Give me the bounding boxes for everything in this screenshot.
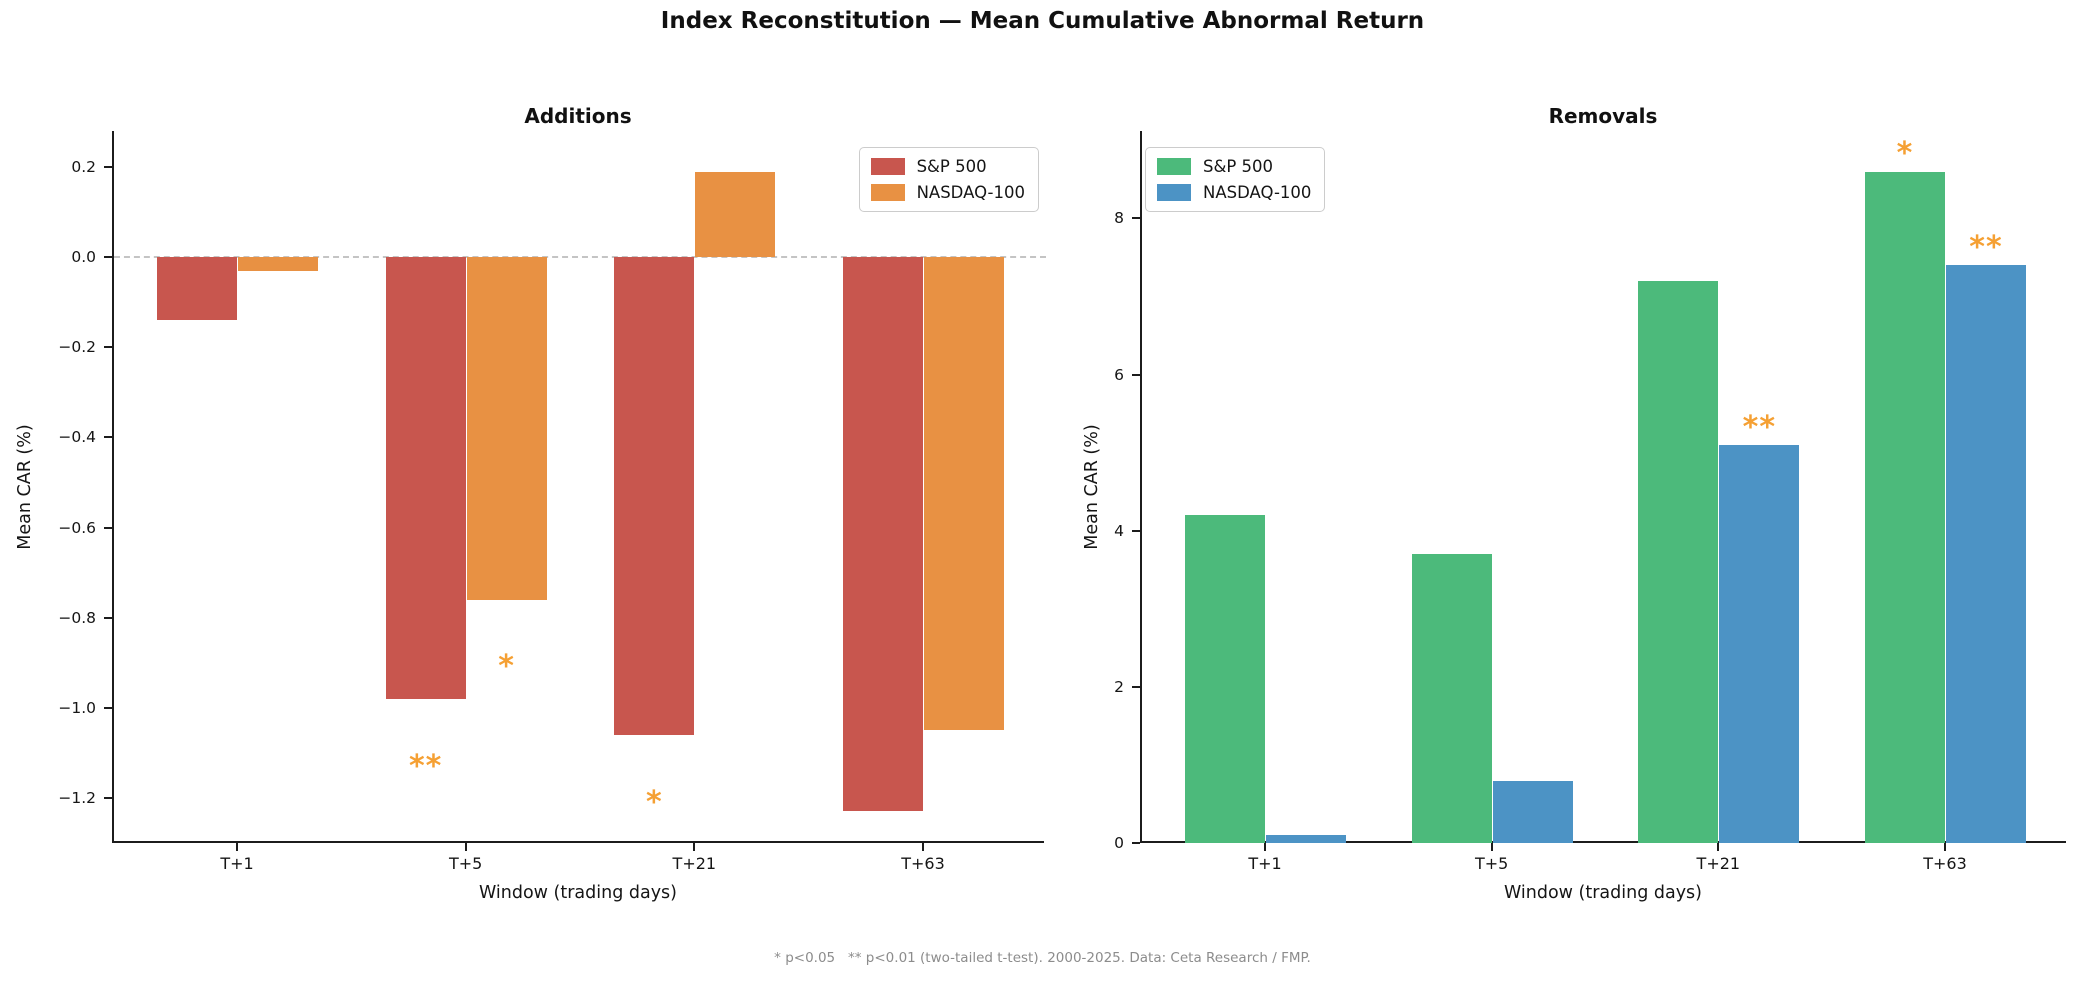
- y-tick: [104, 526, 112, 529]
- legend-item: S&P 500: [1157, 157, 1311, 176]
- x-tick: [1717, 843, 1720, 851]
- bar-nasdaq100-t1: [238, 257, 318, 271]
- plot-title-removals: Removals: [1548, 104, 1658, 128]
- legend-label: NASDAQ-100: [1203, 183, 1312, 202]
- y-tick-label: 4: [1114, 521, 1124, 540]
- x-tick: [1490, 843, 1493, 851]
- x-axis-label: Window (trading days): [1503, 883, 1703, 903]
- x-axis-label: Window (trading days): [478, 883, 678, 903]
- x-tick: [693, 843, 696, 851]
- plot-area-removals: 0 2 4 6 8 T+1 T+5 T+21 ** T+63 * ** S&P 500 NASDAQ-10…: [1114, 131, 2066, 873]
- y-tick: [1132, 685, 1140, 688]
- x-tick-label: T+5: [448, 854, 483, 873]
- y-tick: [1132, 842, 1140, 844]
- legend-item: NASDAQ-100: [870, 183, 1025, 202]
- bar-nasdaq100-t63: [1946, 265, 2026, 843]
- y-tick: [1132, 373, 1140, 376]
- y-tick-label: −0.4: [58, 428, 96, 447]
- y-tick-label: −1.0: [58, 698, 96, 717]
- x-tick-label: T+63: [1923, 854, 1967, 873]
- y-tick-label: −1.2: [58, 788, 96, 807]
- figure-title: Index Reconstitution — Mean Cumulative A…: [660, 8, 1425, 34]
- bar-nasdaq100-t21: [1719, 444, 1800, 843]
- y-tick: [104, 166, 112, 169]
- zero-line: [114, 256, 1046, 259]
- plot-area-additions: 0.2 0.0 −0.2 −0.4 −0.6 −0.8 −1.0 −1.2 T+1 T+5 ** * T…: [58, 131, 1046, 873]
- bar-nasdaq100-t1: [1266, 835, 1346, 843]
- x-tick: [1944, 843, 1946, 851]
- y-tick-label: 0.2: [71, 158, 96, 177]
- legend-item: NASDAQ-100: [1157, 183, 1311, 202]
- y-tick-label: 6: [1114, 365, 1124, 384]
- y-tick: [1132, 217, 1140, 220]
- x-tick: [236, 843, 238, 851]
- footnote: * p<0.05 ** p<0.01 (two-tailed t-test). …: [774, 950, 1311, 966]
- legend: S&P 500 NASDAQ-100: [858, 147, 1039, 212]
- bar-nasdaq100-t21: [695, 171, 776, 258]
- x-tick-label: T+21: [1696, 854, 1741, 873]
- y-tick: [1132, 529, 1140, 532]
- bar-sp500-t63: [1865, 171, 1945, 843]
- legend-swatch-sp500: [870, 158, 905, 175]
- bar-sp500-t1: [157, 257, 237, 321]
- significance-marker: *: [1896, 136, 1914, 172]
- bar-sp500-t63: [843, 257, 923, 812]
- bar-nasdaq100-t63: [924, 257, 1004, 731]
- x-tick: [922, 843, 924, 851]
- y-tick: [104, 346, 112, 349]
- y-tick-label: 2: [1114, 677, 1124, 696]
- y-tick: [104, 616, 112, 619]
- legend-swatch-nasdaq100: [870, 184, 905, 201]
- significance-marker: **: [1969, 230, 2003, 266]
- plot-title-additions: Additions: [524, 104, 632, 128]
- legend: S&P 500 NASDAQ-100: [1145, 147, 1326, 212]
- x-tick-label: T+1: [1248, 854, 1282, 873]
- bar-sp500-t5: [1411, 554, 1492, 843]
- legend-swatch-sp500: [1157, 158, 1191, 175]
- x-tick-label: T+5: [1474, 854, 1509, 873]
- legend-item: S&P 500: [870, 157, 1025, 176]
- legend-label: NASDAQ-100: [916, 183, 1025, 202]
- bar-sp500-t1: [1185, 515, 1265, 843]
- x-tick: [464, 843, 467, 851]
- legend-label: S&P 500: [1203, 157, 1274, 176]
- x-tick-label: T+21: [672, 854, 717, 873]
- y-tick: [104, 796, 112, 799]
- bar-sp500-t21: [1638, 280, 1719, 843]
- y-tick-label: 8: [1114, 209, 1124, 228]
- y-tick-label: 0: [1114, 834, 1124, 852]
- x-tick-label: T+63: [901, 854, 945, 873]
- significance-marker: *: [498, 649, 515, 685]
- bar-sp500-t21: [614, 257, 695, 735]
- y-tick: [104, 436, 112, 439]
- bar-nasdaq100-t5: [1492, 780, 1573, 843]
- y-tick: [104, 256, 112, 259]
- y-tick: [104, 706, 112, 709]
- y-tick-label: 0.0: [71, 248, 96, 267]
- y-tick-label: −0.6: [58, 518, 96, 537]
- legend-label: S&P 500: [916, 157, 987, 176]
- legend-swatch-nasdaq100: [1157, 184, 1191, 201]
- x-tick-label: T+1: [220, 854, 254, 873]
- y-tick-label: −0.2: [58, 338, 96, 357]
- bar-sp500-t5: [385, 257, 466, 699]
- significance-marker: **: [408, 748, 443, 784]
- x-tick: [1264, 843, 1266, 851]
- y-tick-label: −0.8: [58, 608, 96, 627]
- y-axis-label: Mean CAR (%): [15, 424, 35, 550]
- bar-nasdaq100-t5: [466, 257, 547, 600]
- significance-marker: *: [645, 784, 663, 820]
- significance-marker: **: [1742, 409, 1777, 445]
